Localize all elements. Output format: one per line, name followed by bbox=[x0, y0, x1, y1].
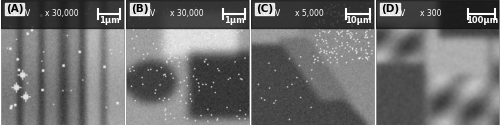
Text: (C): (C) bbox=[256, 4, 273, 14]
Text: 5.0 kV: 5.0 kV bbox=[381, 10, 405, 18]
Text: 5.0 kV: 5.0 kV bbox=[6, 10, 30, 18]
Bar bbox=[251, 0, 374, 28]
Bar bbox=[126, 0, 249, 28]
Text: 1μm: 1μm bbox=[99, 16, 119, 25]
Bar bbox=[1, 0, 124, 28]
Text: (A): (A) bbox=[6, 4, 24, 14]
Text: 100μm: 100μm bbox=[466, 16, 498, 25]
Text: x 300: x 300 bbox=[420, 10, 442, 18]
Text: 1μm: 1μm bbox=[224, 16, 244, 25]
Text: x 5,000: x 5,000 bbox=[295, 10, 324, 18]
Text: x 30,000: x 30,000 bbox=[46, 10, 79, 18]
Text: 5.0 kV: 5.0 kV bbox=[131, 10, 155, 18]
Text: (B): (B) bbox=[131, 4, 148, 14]
Text: 10μm: 10μm bbox=[345, 16, 372, 25]
Text: 5.0 kV: 5.0 kV bbox=[256, 10, 280, 18]
Text: (D): (D) bbox=[381, 4, 399, 14]
Bar bbox=[376, 0, 499, 28]
Text: x 30,000: x 30,000 bbox=[170, 10, 204, 18]
